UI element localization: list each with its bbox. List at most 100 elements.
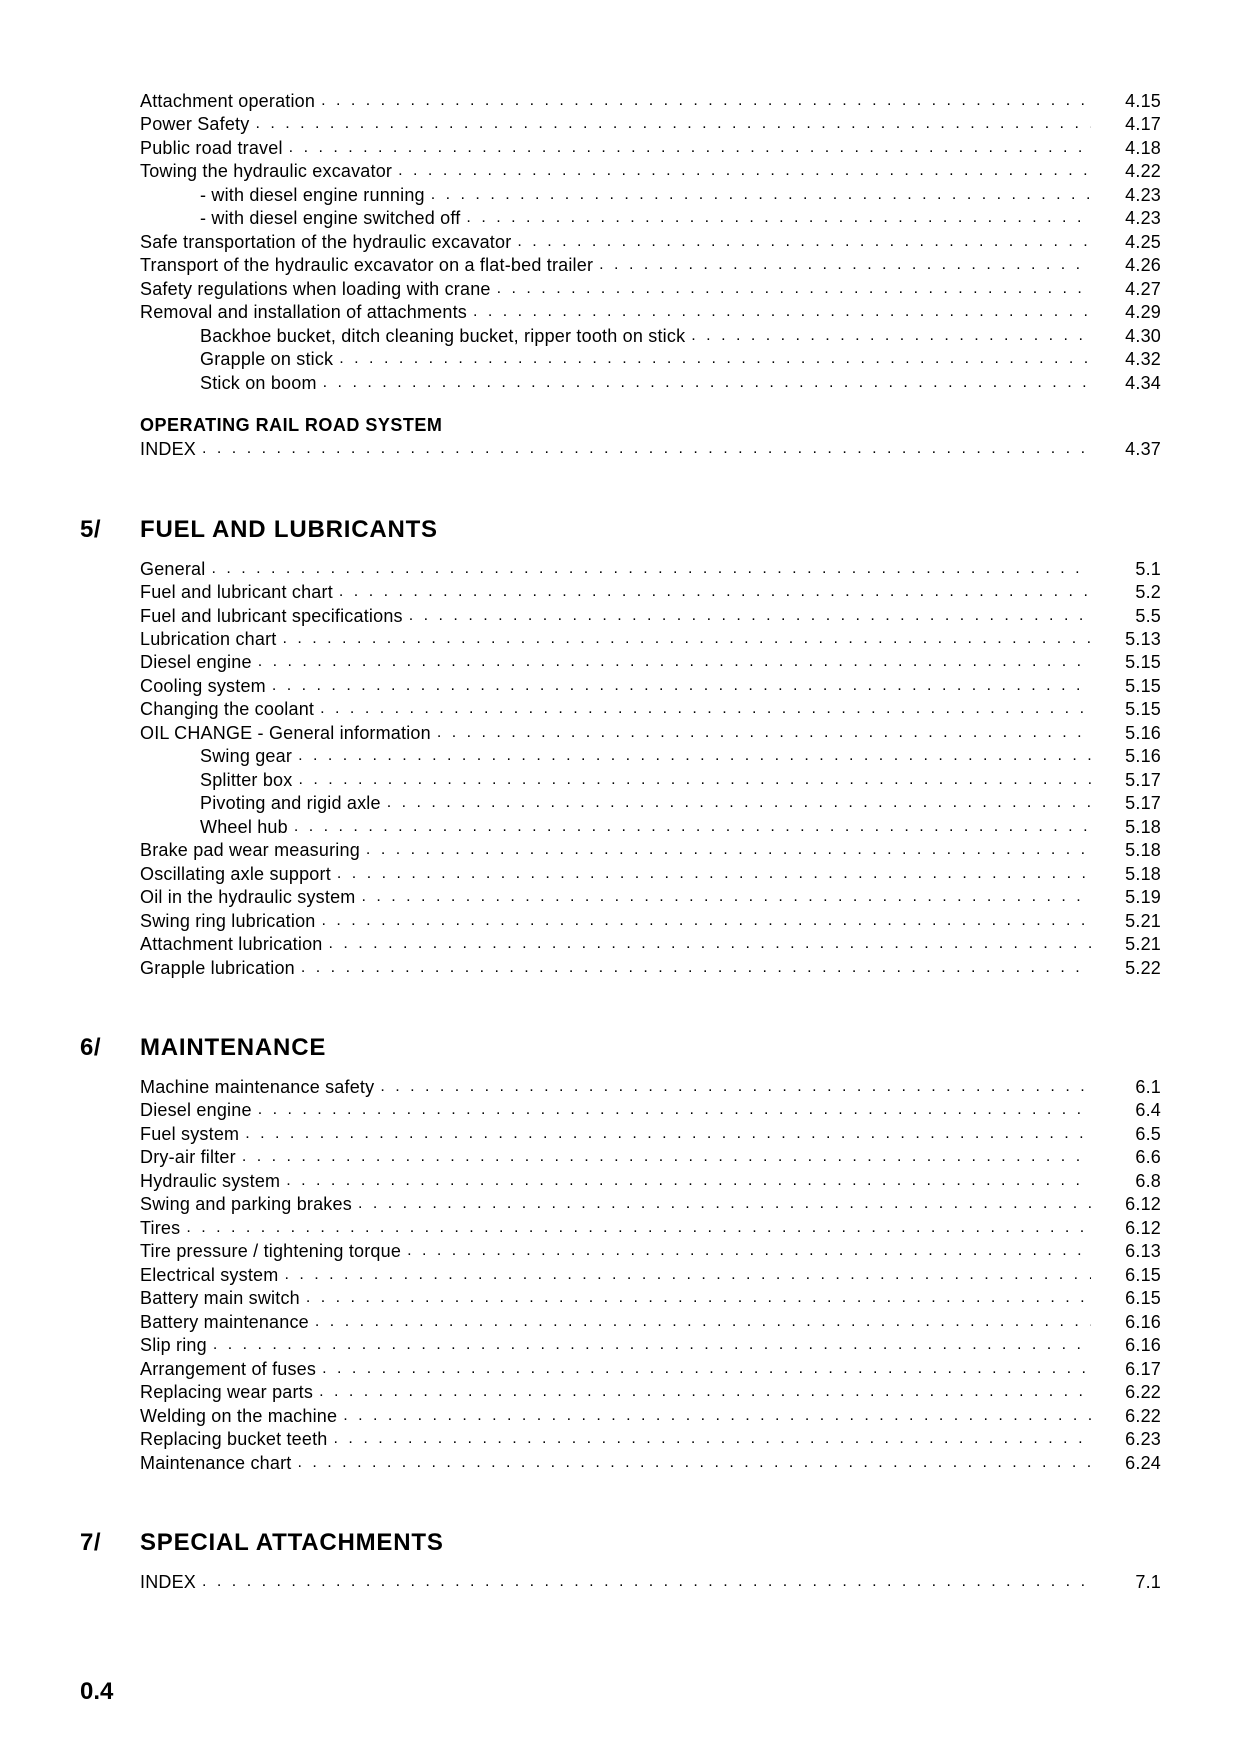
toc-entry-label: Swing gear: [200, 745, 298, 768]
toc-entry-label: Wheel hub: [200, 816, 294, 839]
toc-entry-label: Swing ring lubrication: [140, 910, 322, 933]
toc-leader-dots: [361, 887, 1091, 907]
toc-entry-label: Dry-air filter: [140, 1146, 242, 1169]
toc-entry: Battery maintenance 6.16: [80, 1311, 1161, 1334]
toc-entry: Replacing wear parts6.22: [80, 1381, 1161, 1404]
toc-entry: Arrangement of fuses6.17: [80, 1358, 1161, 1381]
table-of-contents: Attachment operation4.15Power Safety4.17…: [80, 90, 1161, 1594]
toc-entry-label: INDEX: [140, 438, 202, 461]
toc-entry-label: Changing the coolant: [140, 698, 320, 721]
toc-leader-dots: [409, 606, 1091, 626]
toc-entry: Battery main switch6.15: [80, 1287, 1161, 1310]
toc-entry-page: 6.16: [1091, 1311, 1161, 1334]
toc-entry-page: 4.26: [1091, 254, 1161, 277]
toc-entry-page: 6.15: [1091, 1264, 1161, 1287]
toc-entry-label: Diesel engine: [140, 1099, 258, 1122]
toc-entry-label: Maintenance chart: [140, 1452, 298, 1475]
toc-entry: INDEX 4.37: [80, 438, 1161, 461]
toc-entry-label: Safe transportation of the hydraulic exc…: [140, 231, 517, 254]
toc-entry-label: Stick on boom: [200, 372, 323, 395]
toc-entry-page: 4.27: [1091, 278, 1161, 301]
toc-entry: Pivoting and rigid axle5.17: [80, 792, 1161, 815]
toc-entry: Swing gear5.16: [80, 745, 1161, 768]
toc-entry: Replacing bucket teeth6.23: [80, 1428, 1161, 1451]
toc-entry: Dry-air filter6.6: [80, 1146, 1161, 1169]
toc-entry-label: Backhoe bucket, ditch cleaning bucket, r…: [200, 325, 691, 348]
toc-entry-page: 4.37: [1091, 438, 1161, 461]
toc-entry-page: 4.34: [1091, 372, 1161, 395]
toc-leader-dots: [407, 1241, 1091, 1261]
toc-leader-dots: [339, 349, 1091, 369]
toc-entry-page: 6.22: [1091, 1405, 1161, 1428]
toc-entry-label: Grapple on stick: [200, 348, 339, 371]
toc-leader-dots: [497, 279, 1091, 299]
toc-leader-dots: [272, 676, 1091, 696]
toc-leader-dots: [298, 770, 1091, 790]
toc-entry: Machine maintenance safety6.1: [80, 1076, 1161, 1099]
toc-entry: Public road travel4.18: [80, 137, 1161, 160]
toc-entry: Removal and installation of attachments4…: [80, 301, 1161, 324]
toc-entry-page: 6.16: [1091, 1334, 1161, 1357]
toc-entry-label: Attachment lubrication: [140, 933, 329, 956]
section-number: 7/: [80, 1529, 140, 1557]
toc-entry: Fuel and lubricant specifications5.5: [80, 605, 1161, 628]
toc-leader-dots: [366, 840, 1091, 860]
document-page: Attachment operation4.15Power Safety4.17…: [0, 0, 1241, 1754]
toc-entry-page: 5.16: [1091, 722, 1161, 745]
toc-entry-page: 5.15: [1091, 651, 1161, 674]
toc-leader-dots: [258, 652, 1091, 672]
toc-entry-page: 4.30: [1091, 325, 1161, 348]
toc-entry: Attachment operation4.15: [80, 90, 1161, 113]
toc-entry-label: Lubrication chart: [140, 628, 282, 651]
toc-section: 5/FUEL AND LUBRICANTSGeneral5.1Fuel and …: [80, 516, 1161, 980]
toc-entry-label: Splitter box: [200, 769, 298, 792]
toc-leader-dots: [437, 723, 1091, 743]
toc-leader-dots: [213, 1335, 1091, 1355]
toc-entry-page: 5.19: [1091, 886, 1161, 909]
section-number: 5/: [80, 516, 140, 544]
toc-entry-page: 6.1: [1091, 1076, 1161, 1099]
toc-entry-page: 5.2: [1091, 581, 1161, 604]
toc-entry-page: 7.1: [1091, 1571, 1161, 1594]
toc-leader-dots: [282, 629, 1091, 649]
toc-leader-dots: [473, 302, 1091, 322]
toc-leader-dots: [334, 1429, 1091, 1449]
toc-entry: Diesel engine5.15: [80, 651, 1161, 674]
toc-entry-page: 5.21: [1091, 910, 1161, 933]
toc-entry-label: Battery maintenance: [140, 1311, 315, 1334]
toc-leader-dots: [245, 1124, 1091, 1144]
toc-entry-page: 5.17: [1091, 769, 1161, 792]
toc-leader-dots: [398, 161, 1091, 181]
toc-leader-dots: [320, 699, 1091, 719]
toc-entry: Power Safety4.17: [80, 113, 1161, 136]
toc-entry-label: Grapple lubrication: [140, 957, 301, 980]
toc-leader-dots: [202, 439, 1091, 459]
toc-entry: - with diesel engine running4.23: [80, 184, 1161, 207]
toc-leader-dots: [211, 559, 1091, 579]
toc-leader-dots: [294, 817, 1091, 837]
toc-entry: Grapple lubrication5.22: [80, 957, 1161, 980]
toc-entry: Lubrication chart5.13: [80, 628, 1161, 651]
toc-entry-label: Transport of the hydraulic excavator on …: [140, 254, 599, 277]
toc-entry-label: General: [140, 558, 211, 581]
toc-leader-dots: [599, 255, 1091, 275]
toc-entry: Safety regulations when loading with cra…: [80, 278, 1161, 301]
toc-entry-page: 6.5: [1091, 1123, 1161, 1146]
toc-entry-label: Power Safety: [140, 113, 255, 136]
toc-entry-label: Cooling system: [140, 675, 272, 698]
toc-leader-dots: [380, 1077, 1091, 1097]
toc-entry-page: 6.22: [1091, 1381, 1161, 1404]
toc-entry: Towing the hydraulic excavator4.22: [80, 160, 1161, 183]
toc-entry: Grapple on stick4.32: [80, 348, 1161, 371]
toc-entry: Tires6.12: [80, 1217, 1161, 1240]
toc-entry-label: Attachment operation: [140, 90, 321, 113]
section-number: 6/: [80, 1034, 140, 1062]
toc-entry-page: 6.12: [1091, 1193, 1161, 1216]
toc-subheading: OPERATING RAIL ROAD SYSTEM: [140, 415, 1161, 436]
toc-entry: Splitter box 5.17: [80, 769, 1161, 792]
toc-entry-page: 5.18: [1091, 863, 1161, 886]
toc-leader-dots: [337, 864, 1091, 884]
toc-entry: Slip ring6.16: [80, 1334, 1161, 1357]
toc-entry-page: 4.25: [1091, 231, 1161, 254]
toc-leader-dots: [289, 138, 1091, 158]
